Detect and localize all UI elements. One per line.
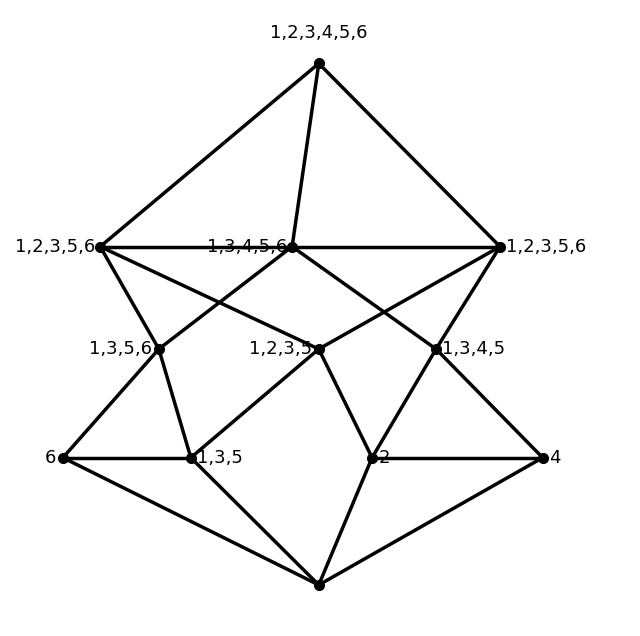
Text: 1,2,3,5,6: 1,2,3,5,6 (506, 238, 587, 256)
Text: 1,3,5,6: 1,3,5,6 (90, 340, 152, 358)
Text: 1,3,4,5: 1,3,4,5 (442, 340, 506, 358)
Text: 1,3,5: 1,3,5 (197, 448, 243, 467)
Text: 1,2,3,5: 1,2,3,5 (249, 340, 312, 358)
Text: 1,3,4,5,6: 1,3,4,5,6 (207, 238, 287, 256)
Text: 1,2,3,5,6: 1,2,3,5,6 (15, 238, 95, 256)
Text: 4: 4 (549, 448, 561, 467)
Text: 6: 6 (45, 448, 56, 467)
Text: 2: 2 (378, 448, 390, 467)
Text: 1,2,3,4,5,6: 1,2,3,4,5,6 (270, 24, 367, 42)
